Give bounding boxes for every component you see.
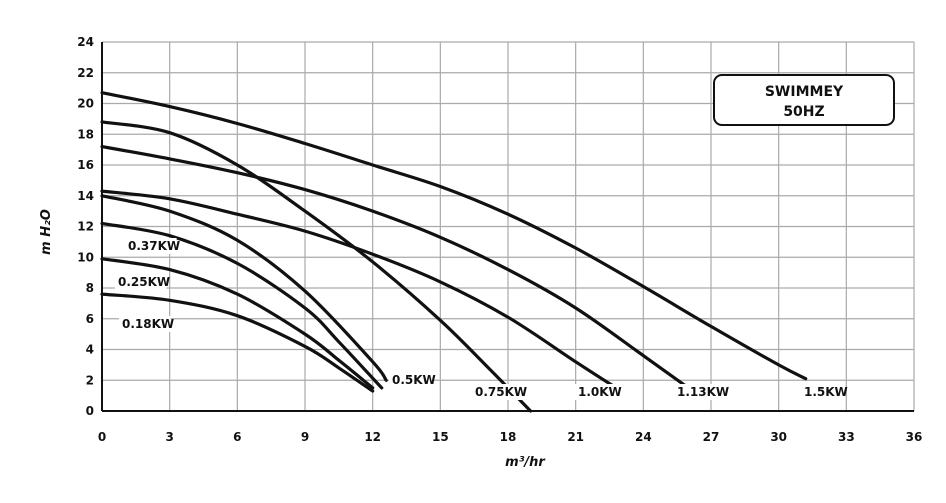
- curve-0-75kw: [100, 120, 533, 413]
- x-tick-label-4: 12: [364, 430, 381, 444]
- y-tick-label-8: 16: [77, 158, 94, 172]
- legend-box-frame: [713, 74, 895, 126]
- y-tick-label-1: 2: [86, 373, 94, 387]
- y-tick-label-0: 0: [86, 404, 94, 418]
- x-tick-label-12: 36: [906, 430, 923, 444]
- x-tick-label-1: 3: [165, 430, 173, 444]
- y-tick-label-10: 20: [77, 97, 94, 111]
- y-tick-label-2: 4: [86, 343, 94, 357]
- x-tick-label-5: 15: [432, 430, 449, 444]
- curve-label-bg-1: [115, 274, 167, 290]
- curve-label-7: 1.5KW: [804, 385, 848, 399]
- curve-label-bg-6: [674, 384, 726, 400]
- x-tick-label-7: 21: [567, 430, 584, 444]
- x-tick-label-10: 30: [770, 430, 787, 444]
- curves: [100, 91, 808, 413]
- x-tick-label-11: 33: [838, 430, 855, 444]
- curve-label-2: 0.18KW: [122, 317, 174, 331]
- curve-label-bg-3: [389, 372, 433, 388]
- curve-label-bg-4: [472, 384, 524, 400]
- curve-0-25kw: [100, 257, 375, 390]
- curve-0-5kw: [100, 194, 388, 382]
- x-tick-label-2: 6: [233, 430, 241, 444]
- curve-label-bg-2: [119, 316, 171, 332]
- y-tick-label-5: 10: [77, 250, 94, 264]
- curve-label-0: 0.37KW: [128, 239, 180, 253]
- curve-0-37kw: [100, 221, 384, 390]
- legend-box: SWIMMEY 50HZ: [713, 74, 895, 126]
- y-axis-label: m H₂O: [39, 209, 54, 255]
- x-tick-label-6: 18: [500, 430, 517, 444]
- y-tick-label-3: 6: [86, 312, 94, 326]
- tick-labels: 0 3 6 9 12 15 18 21 24 27 30 33 36024681012141618202…: [77, 35, 922, 444]
- x-tick-label-0: 0: [98, 430, 106, 444]
- curve-label-6: 1.13KW: [677, 385, 729, 399]
- curve-1-5kw: [100, 91, 808, 381]
- curve-label-bg-5: [575, 384, 619, 400]
- y-tick-label-9: 18: [77, 127, 94, 141]
- curve-label-bg-0: [125, 238, 177, 254]
- curve-label-3: 0.5KW: [392, 373, 436, 387]
- curve-label-1: 0.25KW: [118, 275, 170, 289]
- curve-label-5: 1.0KW: [578, 385, 622, 399]
- curve-label-4: 0.75KW: [475, 385, 527, 399]
- y-tick-label-11: 22: [77, 66, 94, 80]
- x-tick-label-8: 24: [635, 430, 652, 444]
- curve-labels: 0.37KW 0.25KW 0.18KW 0.5KW 0.75KW 1.0KW 1.13KW…: [115, 238, 848, 400]
- x-tick-label-3: 9: [301, 430, 309, 444]
- curve-1-0kw: [100, 189, 618, 390]
- curve-0-18kw: [100, 292, 375, 393]
- legend-box-line-2: 50HZ: [783, 104, 824, 120]
- x-tick-label-9: 27: [703, 430, 720, 444]
- y-tick-label-6: 12: [77, 220, 94, 234]
- curve-1-13kw: [100, 145, 690, 390]
- x-axis-label: m³/hr: [505, 455, 546, 470]
- y-tick-label-12: 24: [77, 35, 94, 49]
- curve-label-bg-7: [801, 384, 845, 400]
- y-tick-label-7: 14: [77, 189, 94, 203]
- y-tick-label-4: 8: [86, 281, 94, 295]
- legend-box-line-1: SWIMMEY: [765, 84, 844, 100]
